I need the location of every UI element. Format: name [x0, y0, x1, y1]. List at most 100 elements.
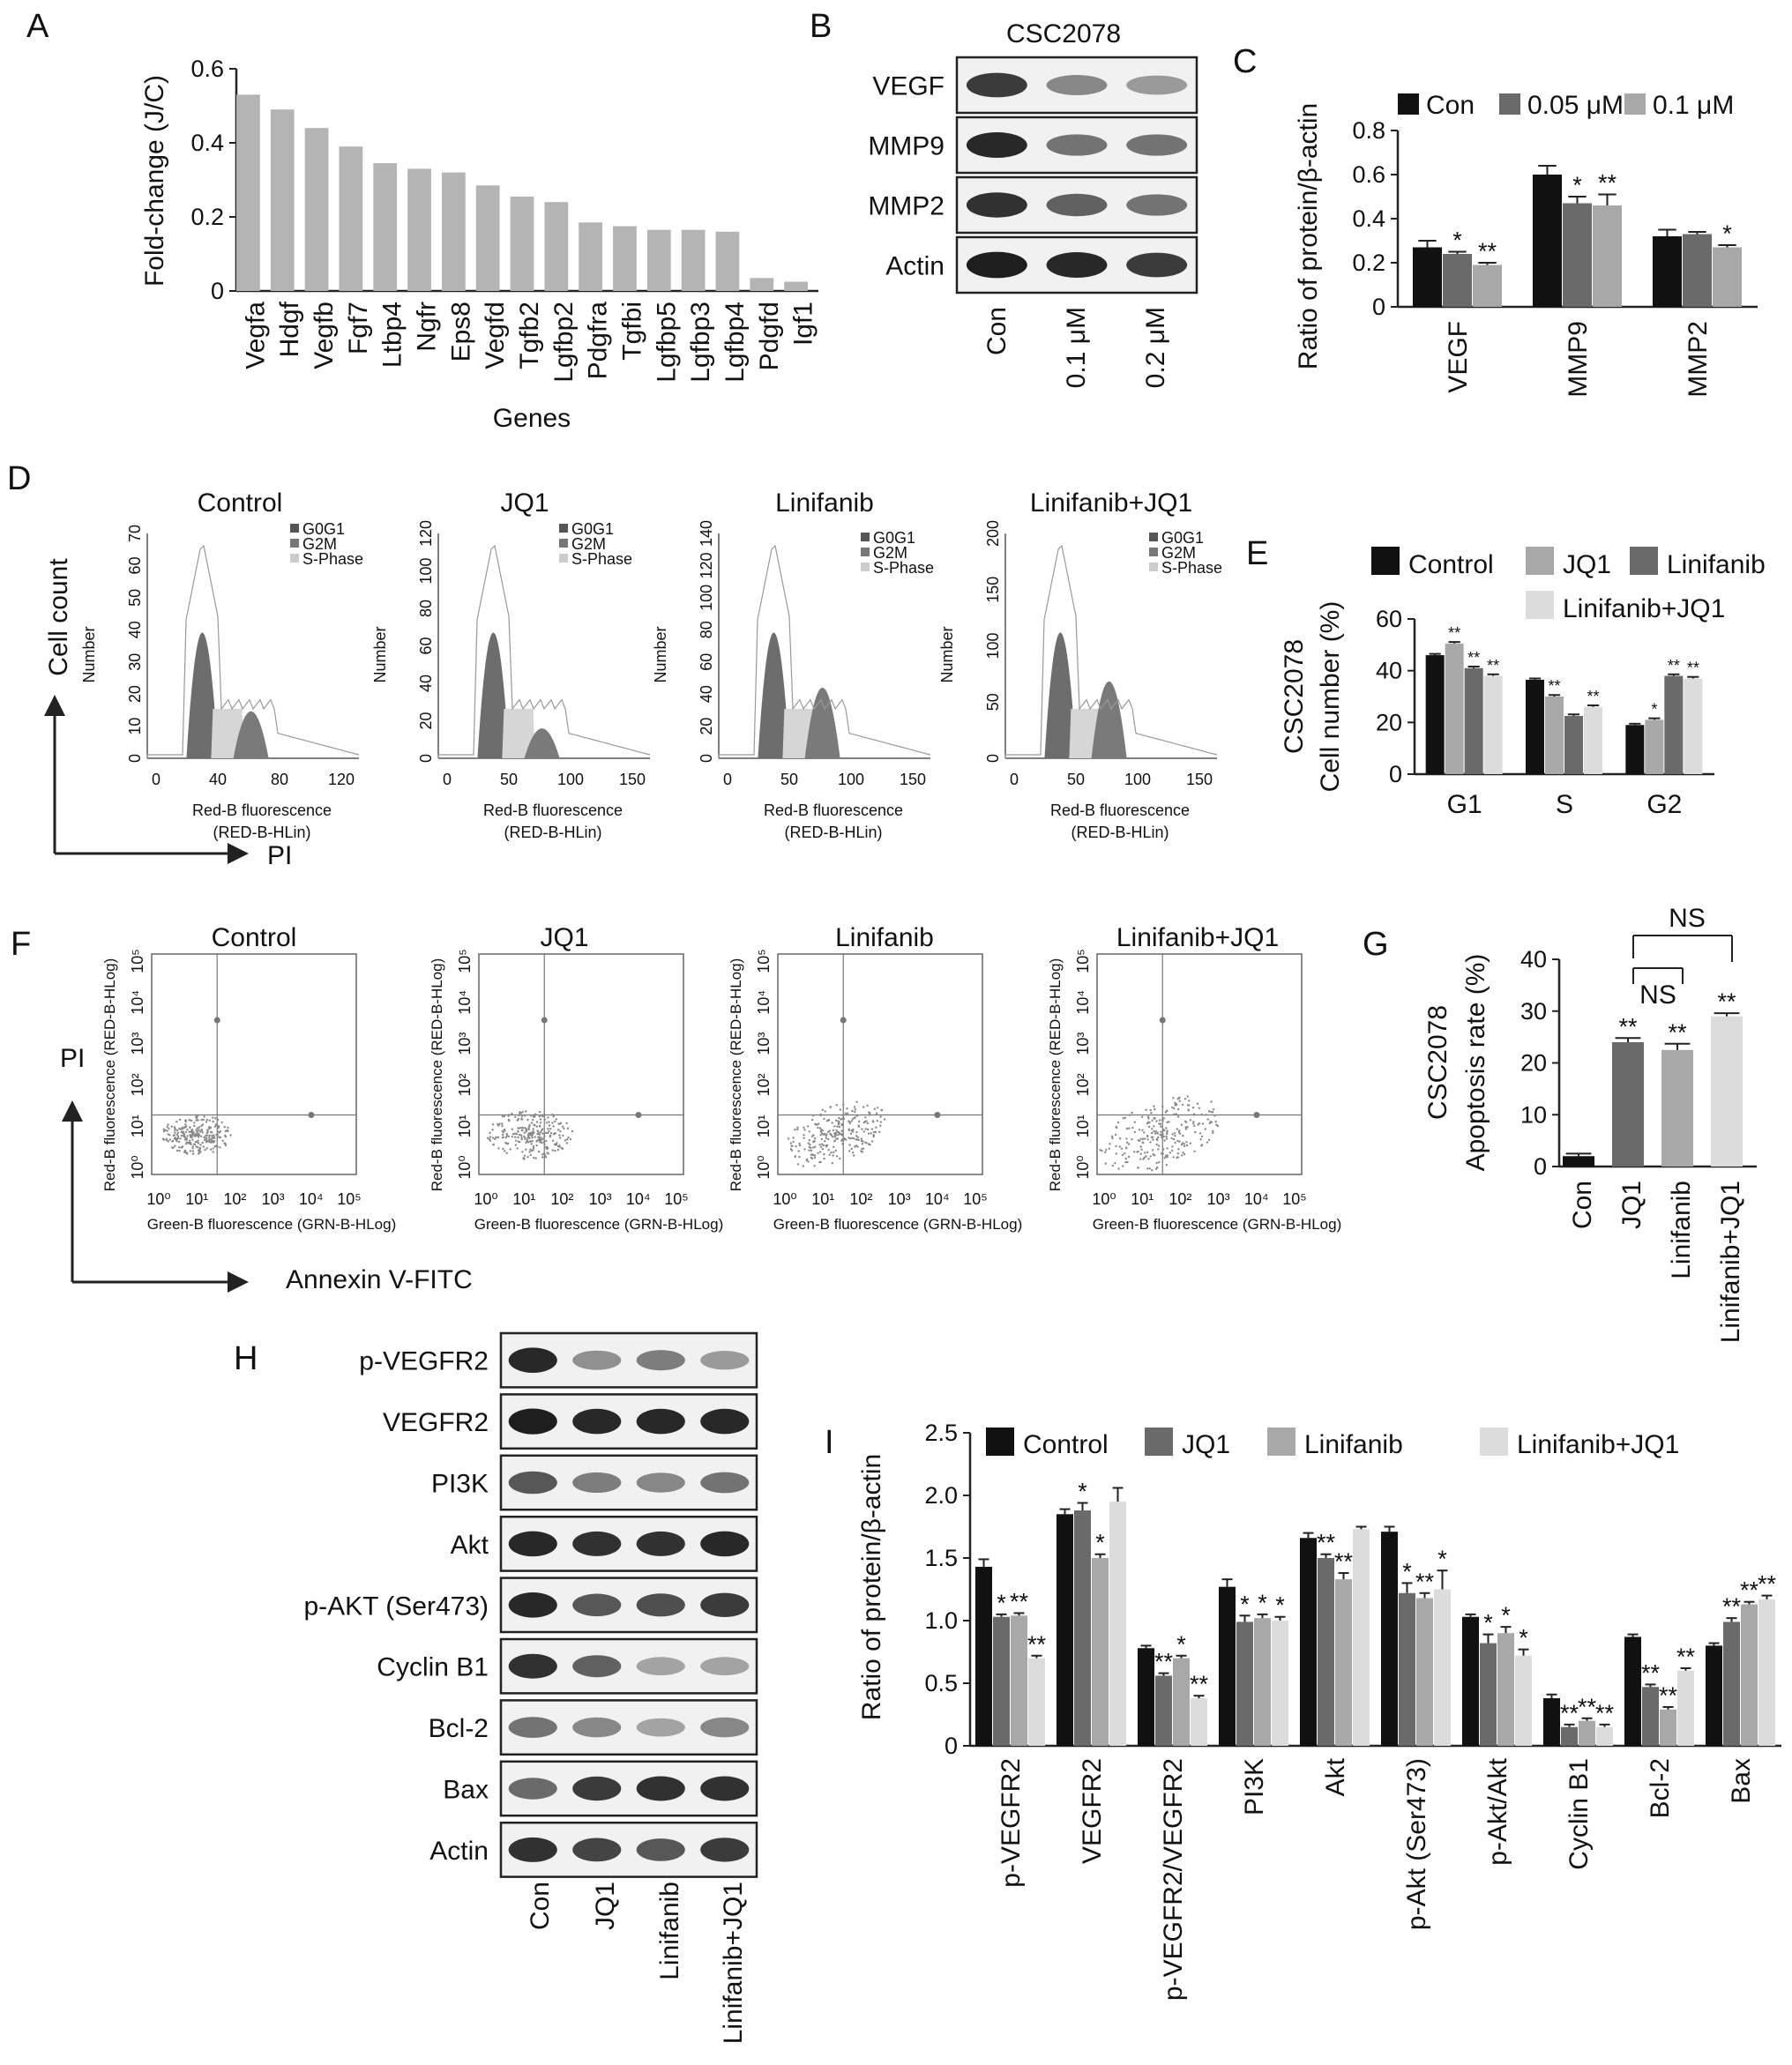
event-dot: [198, 1152, 200, 1155]
event-dot: [1151, 1136, 1154, 1138]
category-label: G2: [1646, 790, 1682, 819]
event-dot: [803, 1126, 805, 1129]
event-dot: [808, 1145, 810, 1149]
significance-stars: **: [1478, 238, 1497, 265]
event-dot: [191, 1145, 194, 1148]
hist-legend-swatch: [861, 548, 870, 556]
event-dot: [540, 1131, 542, 1134]
event-dot: [179, 1137, 182, 1140]
blot-band: [572, 1593, 622, 1617]
event-dot: [208, 1125, 211, 1129]
event-dot: [827, 1149, 830, 1152]
blot-band: [508, 1592, 557, 1618]
blot-band: [572, 1717, 622, 1738]
event-dot: [1187, 1109, 1191, 1112]
event-dot: [1146, 1115, 1150, 1118]
category-label: PI3K: [1240, 1758, 1269, 1815]
histogram-trace: [437, 544, 651, 758]
hist-x-axis-title: Red-B fluorescence: [483, 801, 623, 819]
event-dot: [807, 1125, 810, 1128]
event-dot: [1122, 1117, 1124, 1120]
event-dot: [200, 1124, 203, 1128]
event-dot: [853, 1106, 856, 1108]
dotplot-x-tick-label: 10²: [1169, 1190, 1191, 1208]
significance-stars: **: [1190, 1671, 1209, 1697]
hist-y-tick-label: 0: [417, 754, 435, 763]
blot-lane-label: 0.2 μM: [1141, 307, 1170, 388]
bar: [1579, 1720, 1595, 1746]
event-dot: [548, 1129, 550, 1133]
event-dot: [552, 1115, 555, 1118]
g0g1-peak: [758, 632, 790, 758]
event-dot: [165, 1137, 168, 1141]
dotplot-x-tick-label: 10³: [1207, 1190, 1230, 1208]
event-dot: [539, 1125, 541, 1128]
histogram-title: Linifanib+JQ1: [1030, 488, 1192, 518]
bar: [1741, 1604, 1758, 1746]
hist-y-tick-label: 0: [698, 754, 715, 763]
event-dot: [796, 1128, 799, 1131]
panel-label: I: [825, 1424, 834, 1461]
event-dot: [1127, 1143, 1131, 1145]
event-dot: [206, 1130, 209, 1133]
event-dot: [206, 1129, 209, 1131]
event-dot: [857, 1124, 860, 1127]
dotplot-y-tick-label: 10³: [755, 1032, 773, 1055]
event-dot: [871, 1120, 874, 1122]
event-dot: [173, 1126, 176, 1129]
event-dot: [1137, 1139, 1139, 1142]
event-dot: [529, 1153, 532, 1157]
hist-legend-label: G2M: [873, 544, 907, 562]
y-tick-label: 20: [1376, 709, 1402, 735]
panel-d: D Cell count PI Control 0 10 20 30 40 50 60 70 0 40 80…: [7, 460, 1222, 870]
event-dot: [866, 1122, 870, 1125]
event-dot: [1185, 1141, 1188, 1144]
event-dot: [520, 1118, 523, 1121]
event-dot: [1188, 1100, 1191, 1102]
event-dot: [812, 1146, 815, 1149]
bar: [1683, 234, 1712, 307]
event-dot: [1208, 1122, 1212, 1125]
event-dot: [537, 1139, 541, 1142]
dotplot-x-tick-label: 10⁰: [146, 1190, 170, 1208]
significance-stars: **: [1595, 1700, 1615, 1726]
event-dot: [197, 1149, 200, 1152]
bar: [750, 278, 774, 291]
hist-x-tick-label: 150: [619, 771, 646, 788]
y-tick-label: 0.6: [1352, 161, 1385, 188]
legend-swatch: [1624, 93, 1646, 115]
event-dot: [880, 1108, 884, 1112]
bar: [1092, 1558, 1109, 1746]
bar: [1684, 678, 1703, 774]
event-dot: [832, 1129, 834, 1132]
event-dot: [855, 1100, 858, 1104]
event-dot: [504, 1136, 508, 1139]
blot-band: [700, 1351, 750, 1370]
dotplot-y-axis-title: Red-B fluorescence (RED-B-HLog): [728, 958, 744, 1192]
bar: [1660, 1709, 1676, 1746]
category-label: JQ1: [1617, 1181, 1646, 1229]
category-label: S: [1556, 790, 1573, 819]
event-dot: [487, 1137, 489, 1140]
event-dot: [178, 1146, 181, 1149]
event-dot: [514, 1115, 517, 1119]
event-dot: [1176, 1128, 1179, 1130]
histogram-title: Control: [198, 488, 283, 518]
blot-band: [1046, 74, 1108, 96]
event-dot: [534, 1124, 536, 1127]
event-dot: [520, 1137, 523, 1141]
event-dot: [1154, 1107, 1156, 1111]
bar: [1625, 725, 1645, 774]
event-dot: [530, 1143, 533, 1145]
event-dot: [1153, 1130, 1155, 1133]
category-label: Con: [1568, 1181, 1597, 1229]
bar: [1138, 1648, 1154, 1746]
bar: [613, 226, 637, 291]
event-dot: [511, 1128, 513, 1130]
event-dot: [849, 1137, 852, 1140]
blot-band: [572, 1472, 622, 1494]
dotplot-y-tick-label: 10¹: [129, 1115, 146, 1137]
event-dot: [878, 1130, 881, 1133]
event-dot: [846, 1112, 849, 1115]
